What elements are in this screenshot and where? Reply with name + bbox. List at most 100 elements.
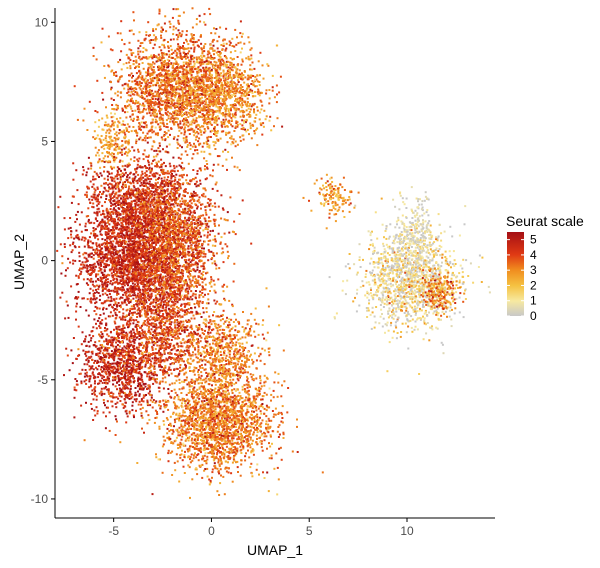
data-point — [182, 70, 185, 73]
data-point — [150, 96, 153, 99]
data-point — [138, 65, 140, 68]
data-point — [205, 177, 208, 180]
data-point — [209, 47, 212, 50]
data-point — [147, 194, 150, 197]
data-point — [113, 186, 116, 189]
data-point — [141, 117, 144, 120]
data-point — [212, 104, 215, 107]
data-point — [222, 118, 225, 121]
data-point — [200, 54, 202, 57]
data-point — [78, 255, 81, 258]
data-point — [239, 32, 242, 35]
data-point — [185, 96, 188, 99]
data-point — [76, 189, 79, 192]
data-point — [96, 225, 99, 228]
data-point — [203, 55, 206, 58]
data-point — [109, 208, 112, 211]
data-point — [261, 133, 264, 136]
data-point — [116, 177, 119, 180]
data-point — [219, 86, 222, 89]
data-point — [215, 74, 218, 77]
data-point — [142, 92, 145, 95]
data-point — [100, 174, 103, 177]
data-point — [224, 113, 227, 116]
data-point — [212, 140, 215, 143]
data-point — [107, 151, 110, 154]
data-point — [183, 81, 186, 84]
data-point — [203, 157, 206, 160]
data-point — [226, 211, 229, 214]
data-point — [182, 108, 185, 111]
data-point — [110, 112, 113, 115]
data-point — [195, 120, 198, 123]
data-point — [268, 97, 271, 100]
data-point — [231, 80, 234, 83]
data-point — [177, 45, 180, 48]
data-point — [157, 195, 160, 198]
data-point — [209, 99, 212, 102]
data-point — [209, 61, 212, 64]
data-point — [215, 72, 218, 75]
data-point — [115, 117, 118, 120]
data-point — [182, 80, 185, 83]
data-point — [268, 89, 271, 91]
data-point — [121, 165, 124, 168]
data-point — [131, 93, 134, 96]
data-point — [97, 198, 100, 201]
data-point — [116, 166, 119, 169]
data-point — [202, 142, 205, 145]
data-point — [179, 120, 182, 123]
data-point — [167, 98, 170, 100]
data-point — [110, 220, 113, 223]
data-point — [211, 116, 214, 118]
data-point — [179, 52, 182, 55]
data-point — [245, 113, 248, 116]
data-point — [218, 88, 221, 91]
data-point — [175, 121, 178, 124]
data-point — [253, 130, 256, 132]
data-point — [145, 196, 148, 199]
data-point — [189, 60, 192, 63]
data-point — [244, 128, 246, 131]
data-point — [171, 98, 174, 101]
data-point — [221, 164, 224, 167]
data-point — [247, 36, 250, 39]
data-point — [133, 90, 136, 92]
data-point — [208, 7, 211, 10]
data-point — [102, 190, 105, 193]
data-point — [194, 146, 197, 148]
data-point — [129, 150, 131, 152]
data-point — [173, 69, 176, 72]
data-point — [218, 50, 221, 53]
data-point — [175, 27, 178, 30]
data-point — [231, 141, 234, 143]
data-point — [186, 105, 189, 107]
data-point — [218, 60, 221, 63]
data-point — [162, 200, 164, 203]
data-point — [227, 72, 229, 75]
data-point — [146, 112, 149, 115]
data-point — [175, 33, 178, 36]
data-point — [203, 13, 206, 16]
data-point — [153, 158, 156, 161]
data-point — [155, 178, 157, 181]
data-point — [159, 150, 162, 153]
data-point — [197, 57, 200, 60]
data-point — [100, 135, 103, 137]
data-point — [148, 166, 151, 169]
data-point — [140, 90, 143, 93]
data-point — [166, 126, 169, 129]
data-point — [177, 143, 180, 146]
data-point — [182, 97, 185, 100]
data-point — [234, 111, 237, 114]
data-point — [93, 191, 96, 194]
data-point — [126, 174, 129, 177]
data-point — [170, 92, 172, 95]
data-point — [245, 109, 248, 112]
data-point — [254, 91, 256, 93]
data-point — [249, 103, 251, 105]
data-point — [63, 217, 66, 220]
data-point — [198, 89, 201, 92]
data-point — [172, 28, 175, 31]
data-point — [152, 159, 155, 162]
